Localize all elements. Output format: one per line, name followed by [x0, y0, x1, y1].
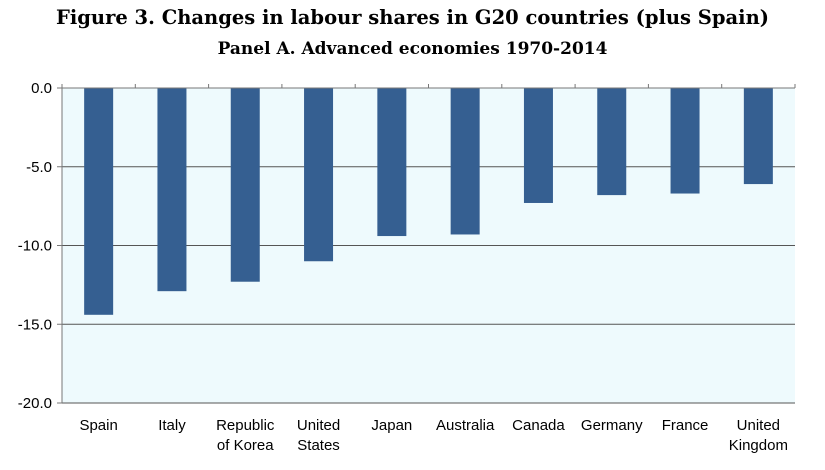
x-axis-categories: Spain Italy Republic of Korea United States Ja… [79, 417, 787, 454]
bars [84, 88, 773, 315]
bar-united-kingdom [743, 88, 773, 185]
x-category-label: France [662, 417, 709, 434]
x-category-label: Italy [158, 417, 186, 434]
bar-spain [84, 88, 114, 315]
y-tick-label: -15.0 [18, 316, 52, 333]
y-tick-label: -20.0 [18, 395, 52, 412]
bar-japan [377, 88, 407, 237]
x-category-label: Canada [512, 417, 565, 434]
x-category-label: United States [297, 417, 340, 454]
x-category-label: Republic of Korea [216, 417, 275, 454]
y-tick-label: -10.0 [18, 238, 52, 255]
x-category-label: Spain [79, 417, 117, 434]
x-category-label: United Kingdom [729, 417, 788, 454]
bar-australia [450, 88, 480, 235]
x-category-label: Germany [581, 417, 643, 434]
figure-title: Figure 3. Changes in labour shares in G2… [56, 6, 769, 29]
bar-united-states [304, 88, 334, 262]
bar-canada [523, 88, 553, 203]
panel-title: Panel A. Advanced economies 1970-2014 [217, 39, 608, 59]
bar-italy [157, 88, 187, 292]
y-tick-label: -5.0 [26, 159, 52, 176]
x-category-label: Australia [436, 417, 495, 434]
bar-germany [597, 88, 627, 196]
bar-republic-of-korea [230, 88, 260, 282]
y-axis-ticks: 0.0 -5.0 -10.0 -15.0 -20.0 [18, 80, 62, 412]
bar-france [670, 88, 700, 194]
y-tick-label: 0.0 [31, 80, 52, 97]
x-category-label: Japan [371, 417, 412, 434]
